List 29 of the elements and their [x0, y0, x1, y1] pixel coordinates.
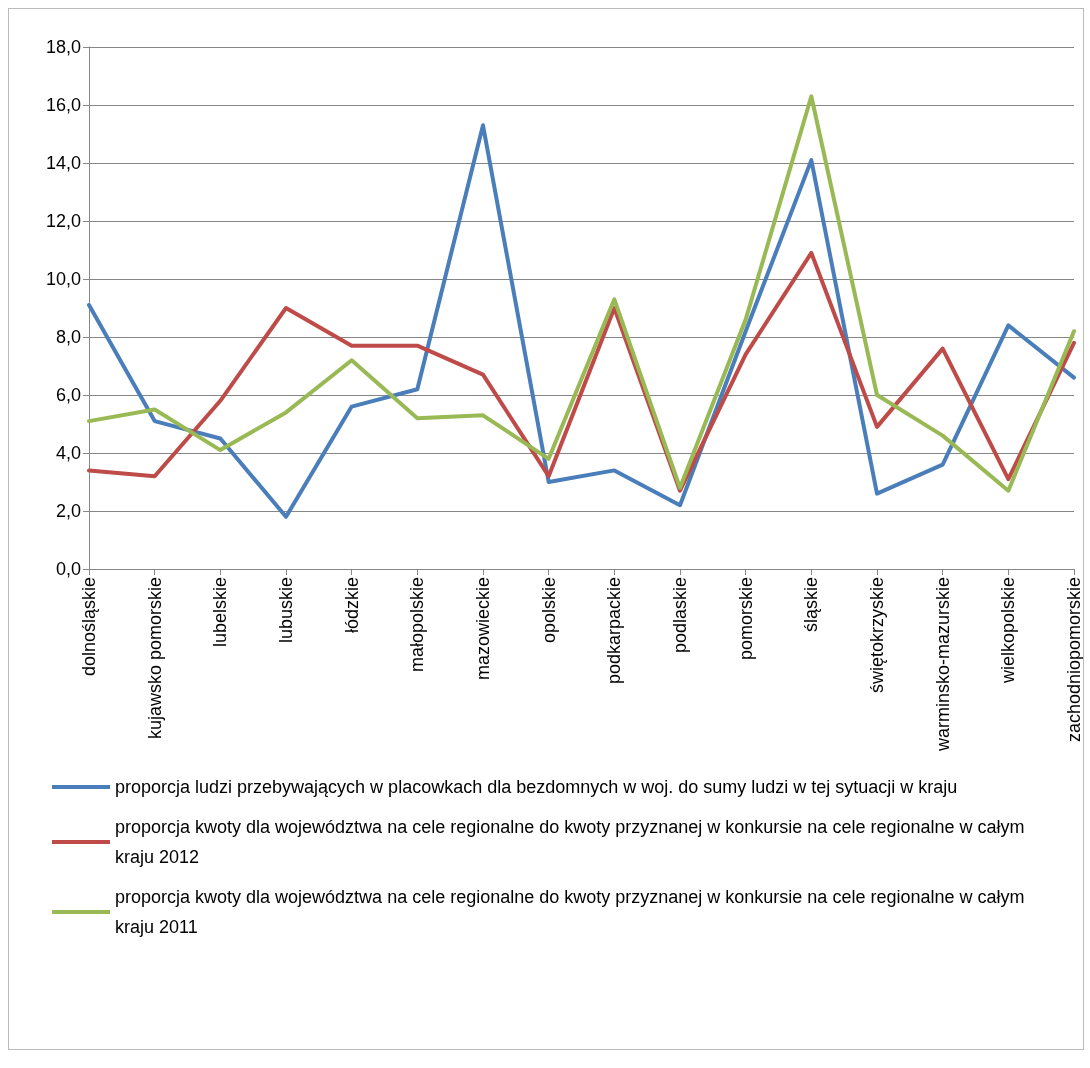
x-tick-label: podlaskie [670, 577, 690, 654]
x-tick-label: opolskie [538, 577, 559, 644]
x-tick-label: wielkopolskie [998, 577, 1019, 685]
legend-label: proporcja kwoty dla województwa na cele regionalne do kwoty przyznanej w konkursie na cele regionalne w całym kraju 2012 [115, 817, 1030, 867]
y-tick-label: 6,0 [55, 385, 81, 405]
x-tick-label: kujawsko pomorskie [144, 577, 165, 740]
y-tick-label: 2,0 [55, 501, 81, 521]
y-tick-label: 14,0 [45, 153, 81, 173]
y-tick-label: 10,0 [45, 269, 81, 289]
y-tick-label: 12,0 [45, 211, 81, 231]
x-tick-label: pomorskie [735, 577, 756, 661]
x-tick-label: podkarpackie [604, 577, 625, 685]
y-tick-label: 0,0 [55, 559, 81, 579]
x-tick-label: lubuskie [276, 577, 296, 644]
x-tick-label: zachodniopomorskie [1064, 577, 1084, 743]
x-tick-label: warminsko-mazurskie [932, 577, 953, 753]
x-tick-label: łódzkie [341, 577, 362, 634]
y-tick-label: 4,0 [55, 443, 81, 463]
legend-label: proporcja ludzi przebywających w placowkach dla bezdomnych w woj. do sumy ludzi w tej sytuacji w kraju [115, 777, 958, 797]
x-tick-label: dolnośląskie [79, 577, 99, 677]
y-tick-label: 8,0 [55, 327, 81, 347]
x-tick-label: mazowieckie [473, 577, 493, 681]
legend-label: proporcja kwoty dla województwa na cele regionalne do kwoty przyznanej w konkursie na cele regionalne w całym kraju 2011 [115, 887, 1030, 937]
y-tick-label: 18,0 [45, 37, 81, 57]
x-tick-label: lubelskie [210, 577, 231, 648]
y-tick-label: 16,0 [45, 95, 81, 115]
x-tick-label: małopolskie [407, 577, 428, 673]
x-tick-label: świętokrzyskie [867, 577, 887, 694]
x-tick-label: śląskie [801, 577, 822, 633]
